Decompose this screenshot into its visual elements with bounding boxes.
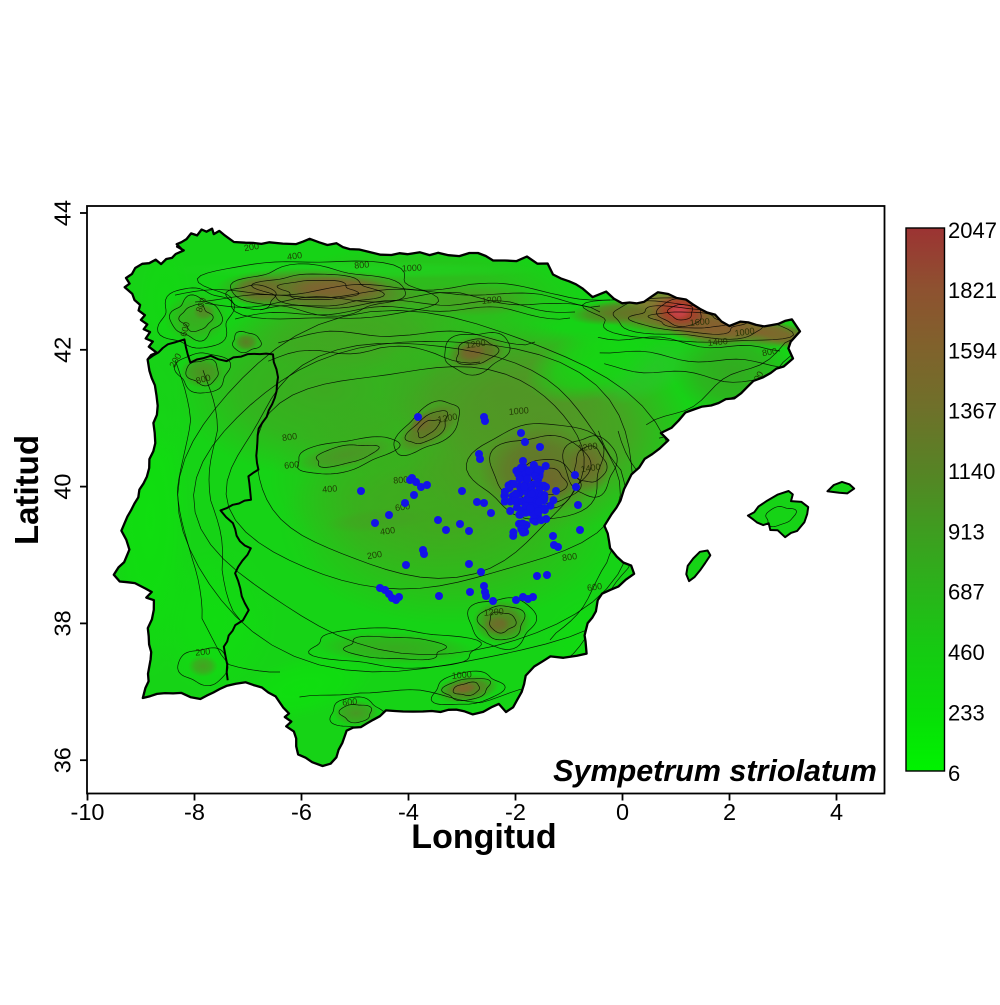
svg-text:1594: 1594 (948, 338, 997, 363)
svg-text:800: 800 (281, 431, 297, 443)
svg-text:400: 400 (286, 250, 302, 262)
svg-text:-6: -6 (291, 799, 312, 825)
svg-text:Longitud: Longitud (411, 818, 556, 856)
svg-text:4: 4 (830, 799, 843, 825)
svg-text:1000: 1000 (734, 326, 755, 339)
svg-text:-2: -2 (505, 799, 526, 825)
svg-text:Sympetrum striolatum: Sympetrum striolatum (553, 754, 877, 788)
svg-text:6: 6 (948, 761, 960, 786)
svg-text:800: 800 (761, 346, 778, 358)
svg-text:1140: 1140 (948, 459, 995, 484)
svg-text:2: 2 (723, 799, 736, 825)
svg-text:1200: 1200 (465, 338, 486, 351)
svg-text:38: 38 (50, 610, 76, 636)
svg-text:600: 600 (394, 501, 410, 513)
svg-text:800: 800 (561, 551, 577, 563)
svg-text:200: 200 (366, 549, 383, 561)
svg-text:0: 0 (616, 799, 629, 825)
svg-text:400: 400 (379, 525, 395, 537)
svg-text:800: 800 (195, 372, 212, 386)
svg-text:1200: 1200 (437, 411, 458, 424)
svg-text:1821: 1821 (948, 278, 997, 303)
svg-text:800: 800 (354, 259, 370, 270)
svg-text:200: 200 (195, 646, 211, 657)
svg-text:1200: 1200 (577, 441, 598, 454)
svg-text:1400: 1400 (580, 462, 601, 475)
svg-text:460: 460 (948, 640, 985, 665)
svg-text:800: 800 (194, 296, 209, 314)
svg-text:1200: 1200 (481, 294, 502, 306)
svg-text:40: 40 (50, 474, 76, 500)
svg-text:1000: 1000 (451, 669, 472, 681)
svg-text:Latitud: Latitud (8, 435, 45, 545)
svg-text:1600: 1600 (689, 316, 710, 328)
svg-text:233: 233 (948, 700, 985, 725)
svg-text:400: 400 (322, 483, 338, 494)
svg-text:1000: 1000 (402, 262, 423, 273)
svg-text:913: 913 (948, 520, 985, 545)
svg-text:1000: 1000 (508, 405, 529, 417)
svg-text:-4: -4 (398, 799, 419, 825)
svg-text:800: 800 (393, 474, 409, 485)
svg-text:42: 42 (50, 337, 76, 363)
svg-text:1367: 1367 (948, 399, 997, 424)
svg-text:-10: -10 (71, 799, 105, 825)
svg-text:600: 600 (586, 581, 602, 593)
svg-text:-8: -8 (184, 799, 205, 825)
svg-text:600: 600 (284, 459, 300, 471)
svg-text:600: 600 (342, 696, 358, 707)
svg-text:687: 687 (948, 580, 985, 605)
svg-text:1200: 1200 (483, 606, 504, 618)
svg-text:44: 44 (50, 200, 76, 226)
svg-text:2047: 2047 (948, 218, 997, 243)
svg-text:1400: 1400 (707, 336, 728, 348)
svg-text:36: 36 (50, 747, 76, 773)
svg-text:600: 600 (178, 321, 192, 338)
